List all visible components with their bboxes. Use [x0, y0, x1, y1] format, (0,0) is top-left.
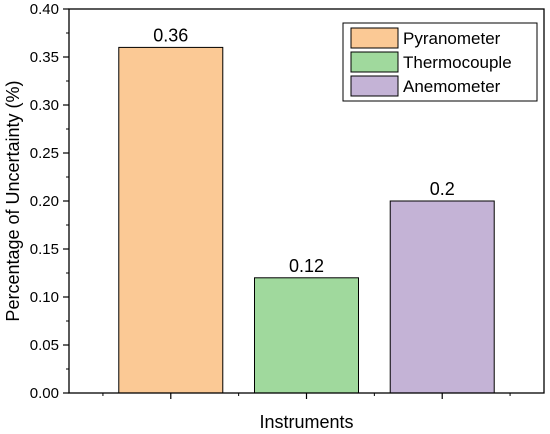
legend: Pyranometer Thermocouple Anemometer [342, 22, 538, 102]
plot-frame [68, 8, 545, 394]
bar-anemometer [389, 200, 495, 394]
y-tick-label: 0.00 [30, 385, 59, 402]
bar-label-thermocouple: 0.12 [289, 256, 324, 276]
legend-swatch-thermocouple [350, 51, 399, 73]
x-axis-ticks [102, 393, 511, 399]
y-tick-label: 0.10 [30, 289, 59, 306]
y-axis-title: Percentage of Uncertainty (%) [3, 80, 23, 321]
y-tick-label: 0.25 [30, 145, 59, 162]
legend-label-thermocouple: Thermocouple [403, 53, 512, 72]
bars [118, 46, 495, 394]
legend-label-anemometer: Anemometer [403, 77, 501, 96]
x-axis-title: Instruments [259, 412, 353, 432]
y-tick-label: 0.05 [30, 337, 59, 354]
y-tick-label: 0.35 [30, 49, 59, 66]
bar-thermocouple [254, 277, 359, 394]
legend-swatch-pyranometer [350, 27, 399, 49]
bar-pyranometer [118, 46, 224, 394]
y-tick-label: 0.15 [30, 241, 59, 258]
bar-label-anemometer: 0.2 [430, 179, 455, 199]
bar-data-labels: 0.36 0.12 0.2 [153, 25, 454, 275]
y-tick-label: 0.20 [30, 193, 59, 210]
y-tick-label: 0.40 [30, 1, 59, 18]
y-tick-label: 0.30 [30, 97, 59, 114]
legend-label-pyranometer: Pyranometer [403, 29, 501, 48]
legend-swatch-anemometer [350, 75, 399, 97]
bar-label-pyranometer: 0.36 [153, 25, 188, 45]
y-axis-ticks: 0.00 0.05 0.10 0.15 0.20 0.25 0.30 0.35 0.40 [30, 1, 69, 402]
